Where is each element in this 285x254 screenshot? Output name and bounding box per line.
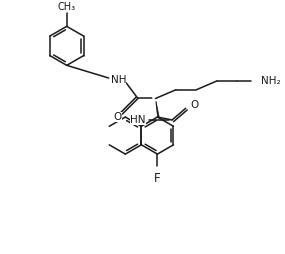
Text: NH₂: NH₂ [261,76,280,86]
Text: HN: HN [130,115,146,125]
Text: CH₃: CH₃ [58,2,76,12]
Text: O: O [191,100,199,110]
Text: F: F [154,172,161,185]
Text: NH₂: NH₂ [261,78,280,88]
Text: NH: NH [111,75,126,85]
Polygon shape [156,99,159,118]
Text: O: O [113,112,122,122]
